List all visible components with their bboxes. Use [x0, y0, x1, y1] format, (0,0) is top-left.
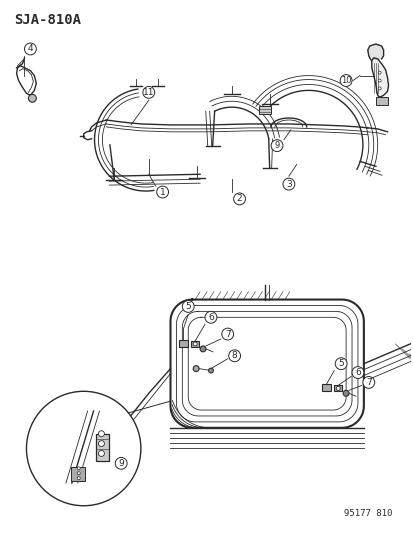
Circle shape: [182, 301, 194, 312]
Circle shape: [342, 390, 348, 396]
Text: 8: 8: [231, 351, 237, 360]
Circle shape: [377, 87, 380, 90]
Circle shape: [98, 450, 104, 456]
Circle shape: [193, 366, 199, 372]
Circle shape: [204, 311, 216, 323]
Bar: [322, 384, 330, 391]
Circle shape: [193, 342, 197, 346]
Bar: [71, 467, 85, 481]
Bar: [258, 106, 270, 114]
Circle shape: [199, 346, 206, 352]
Circle shape: [339, 75, 351, 86]
Polygon shape: [367, 44, 383, 60]
Text: 3: 3: [285, 180, 291, 189]
Text: 1: 1: [159, 188, 165, 197]
Text: 2: 2: [236, 195, 242, 204]
Text: 95177 810: 95177 810: [343, 508, 392, 518]
Circle shape: [142, 86, 154, 98]
Text: SJA-810A: SJA-810A: [14, 13, 81, 27]
Circle shape: [377, 71, 380, 74]
Text: 6: 6: [354, 368, 360, 377]
Circle shape: [221, 328, 233, 340]
Circle shape: [98, 441, 104, 447]
Bar: [375, 98, 387, 105]
Circle shape: [282, 178, 294, 190]
Bar: [179, 340, 188, 347]
Circle shape: [271, 140, 282, 151]
Circle shape: [26, 391, 140, 506]
Text: 7: 7: [224, 329, 230, 338]
Circle shape: [115, 457, 127, 469]
Circle shape: [77, 467, 80, 470]
Text: 9: 9: [118, 459, 124, 468]
Circle shape: [208, 368, 213, 373]
Circle shape: [28, 94, 36, 102]
Text: 4: 4: [28, 44, 33, 53]
Bar: [191, 341, 199, 347]
Bar: [95, 434, 109, 462]
Text: 11: 11: [143, 88, 154, 97]
Text: 10: 10: [340, 76, 351, 85]
Circle shape: [335, 386, 339, 390]
Circle shape: [77, 472, 80, 475]
Circle shape: [156, 186, 168, 198]
Polygon shape: [371, 58, 387, 98]
Text: 5: 5: [337, 359, 343, 368]
Circle shape: [362, 376, 374, 389]
Circle shape: [228, 350, 240, 362]
Text: 6: 6: [208, 313, 213, 322]
Bar: [333, 385, 341, 391]
Text: 9: 9: [274, 141, 279, 150]
Circle shape: [335, 358, 346, 369]
Circle shape: [351, 367, 363, 378]
Circle shape: [98, 431, 104, 437]
Circle shape: [377, 79, 380, 82]
Circle shape: [24, 43, 36, 55]
Text: 5: 5: [185, 302, 191, 311]
Circle shape: [77, 477, 80, 480]
Text: 7: 7: [365, 378, 371, 387]
Circle shape: [233, 193, 245, 205]
